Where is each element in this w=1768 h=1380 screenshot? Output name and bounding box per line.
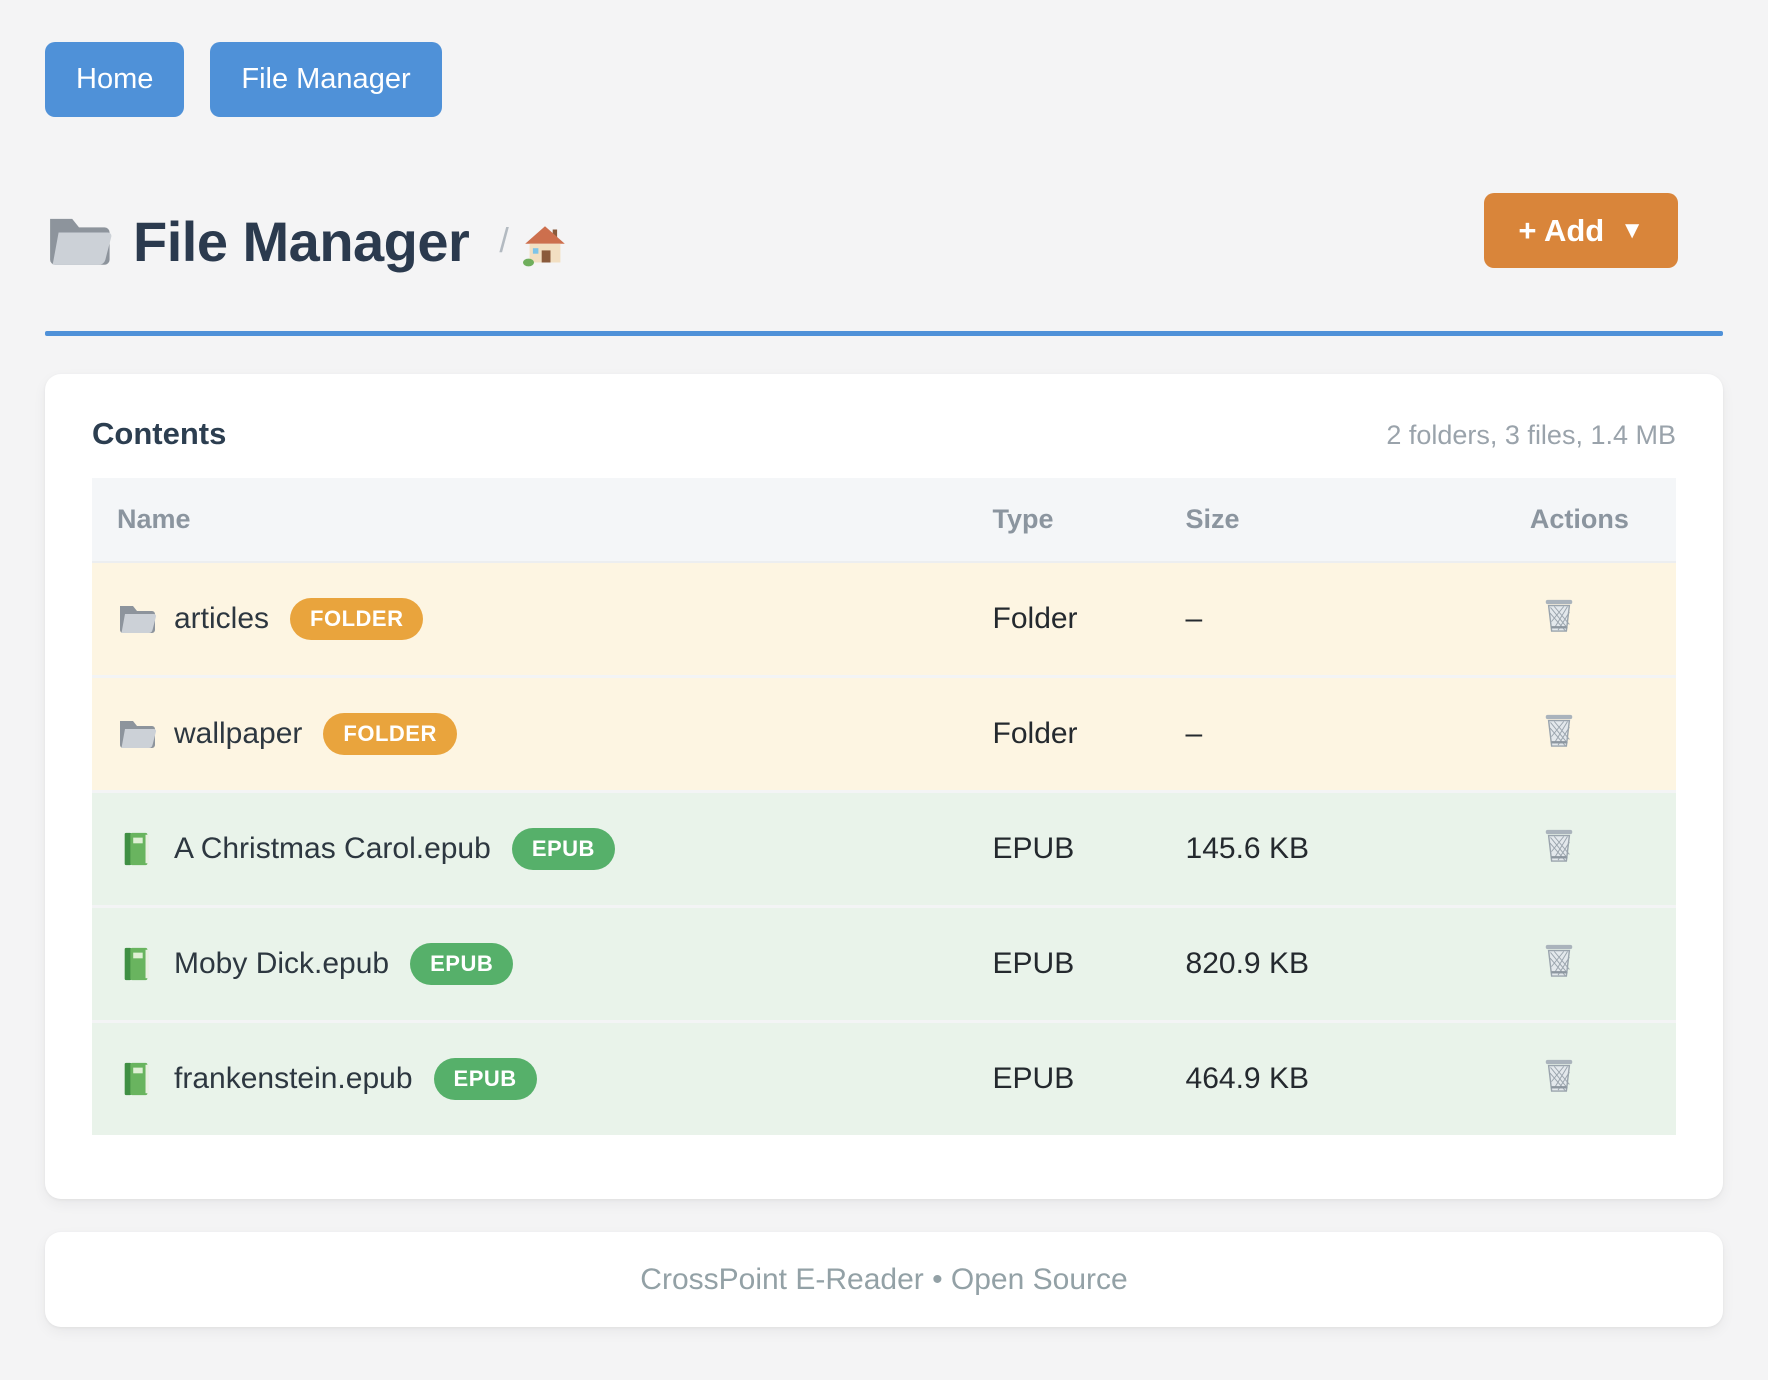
delete-button[interactable]: [1542, 1056, 1576, 1097]
item-type: Folder: [993, 563, 1186, 678]
item-name[interactable]: A Christmas Carol.epub: [174, 832, 491, 866]
home-button[interactable]: Home: [45, 42, 184, 117]
contents-table: Name Type Size Actions: [92, 478, 1676, 1135]
book-icon: [117, 1061, 157, 1097]
trash-icon: [1542, 826, 1576, 867]
item-name[interactable]: articles: [174, 602, 269, 636]
footer-text: CrossPoint E-Reader • Open Source: [640, 1263, 1127, 1297]
table-row: wallpaper FOLDER Folder –: [92, 678, 1676, 793]
table-row: Moby Dick.epub EPUB EPUB 820.9 KB: [92, 908, 1676, 1023]
item-name[interactable]: wallpaper: [174, 717, 302, 751]
delete-button[interactable]: [1542, 826, 1576, 867]
add-button[interactable]: + Add ▼: [1484, 193, 1678, 268]
contents-summary: 2 folders, 3 files, 1.4 MB: [1386, 420, 1676, 451]
trash-icon: [1542, 941, 1576, 982]
type-badge: EPUB: [512, 828, 615, 870]
table-row: frankenstein.epub EPUB EPUB 464.9 KB: [92, 1023, 1676, 1135]
header-divider: [45, 331, 1723, 336]
column-header-name: Name: [92, 478, 993, 563]
type-badge: EPUB: [434, 1058, 537, 1100]
item-type: Folder: [993, 678, 1186, 793]
delete-button[interactable]: [1542, 596, 1576, 637]
breadcrumb-separator: /: [499, 222, 508, 261]
home-icon[interactable]: [523, 225, 567, 267]
item-size: 464.9 KB: [1186, 1023, 1530, 1135]
column-header-type: Type: [993, 478, 1186, 563]
column-header-actions: Actions: [1530, 478, 1676, 563]
trash-icon: [1542, 1056, 1576, 1097]
type-badge: FOLDER: [290, 598, 423, 640]
item-size: 145.6 KB: [1186, 793, 1530, 908]
page-header: File Manager / + Add ▼: [45, 193, 1723, 289]
book-icon: [117, 831, 157, 867]
contents-table-body: articles FOLDER Folder –: [92, 563, 1676, 1135]
page-title: File Manager: [133, 209, 469, 274]
item-size: –: [1186, 678, 1530, 793]
item-size: 820.9 KB: [1186, 908, 1530, 1023]
item-name[interactable]: frankenstein.epub: [174, 1062, 413, 1096]
page: Home File Manager File Manager / + Add ▼: [0, 0, 1768, 1327]
file-manager-button[interactable]: File Manager: [210, 42, 441, 117]
trash-icon: [1542, 711, 1576, 752]
table-header-row: Name Type Size Actions: [92, 478, 1676, 563]
table-row: articles FOLDER Folder –: [92, 563, 1676, 678]
folder-icon: [117, 716, 157, 752]
add-button-label: + Add: [1518, 213, 1604, 249]
caret-down-icon: ▼: [1620, 217, 1644, 245]
footer-card: CrossPoint E-Reader • Open Source: [45, 1232, 1723, 1327]
trash-icon: [1542, 596, 1576, 637]
folder-icon: [117, 601, 157, 637]
delete-button[interactable]: [1542, 711, 1576, 752]
folder-icon: [45, 212, 113, 270]
column-header-size: Size: [1186, 478, 1530, 563]
item-type: EPUB: [993, 908, 1186, 1023]
table-row: A Christmas Carol.epub EPUB EPUB 145.6 K…: [92, 793, 1676, 908]
type-badge: FOLDER: [323, 713, 456, 755]
contents-card: Contents 2 folders, 3 files, 1.4 MB Name…: [45, 374, 1723, 1199]
contents-card-header: Contents 2 folders, 3 files, 1.4 MB: [92, 416, 1676, 452]
item-type: EPUB: [993, 793, 1186, 908]
delete-button[interactable]: [1542, 941, 1576, 982]
top-nav: Home File Manager: [45, 42, 1723, 117]
contents-title: Contents: [92, 416, 226, 452]
item-type: EPUB: [993, 1023, 1186, 1135]
book-icon: [117, 946, 157, 982]
type-badge: EPUB: [410, 943, 513, 985]
item-size: –: [1186, 563, 1530, 678]
item-name[interactable]: Moby Dick.epub: [174, 947, 389, 981]
